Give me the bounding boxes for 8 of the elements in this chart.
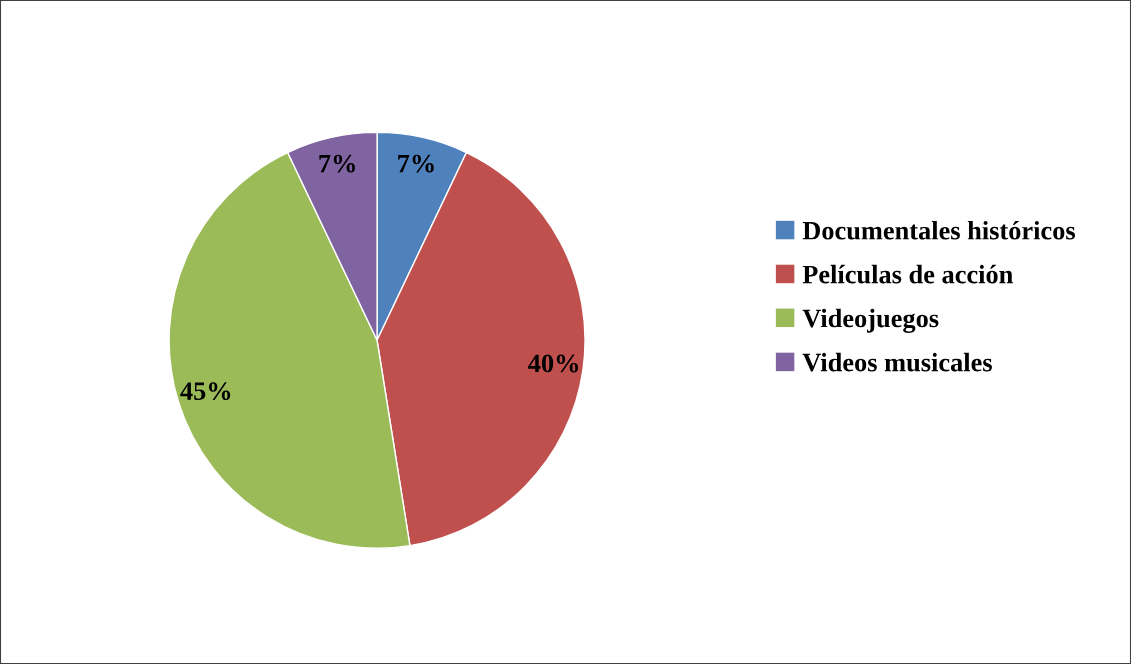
legend-label: Videos musicales — [802, 352, 992, 372]
data-label: 7% — [398, 154, 434, 173]
data-label: 45% — [180, 382, 231, 401]
data-label: 40% — [528, 354, 579, 373]
legend-label: Películas de acción — [802, 264, 1013, 284]
legend-label: Documentales históricos — [802, 220, 1075, 240]
data-label: 7% — [319, 154, 355, 173]
legend-label: Videojuegos — [802, 308, 939, 333]
